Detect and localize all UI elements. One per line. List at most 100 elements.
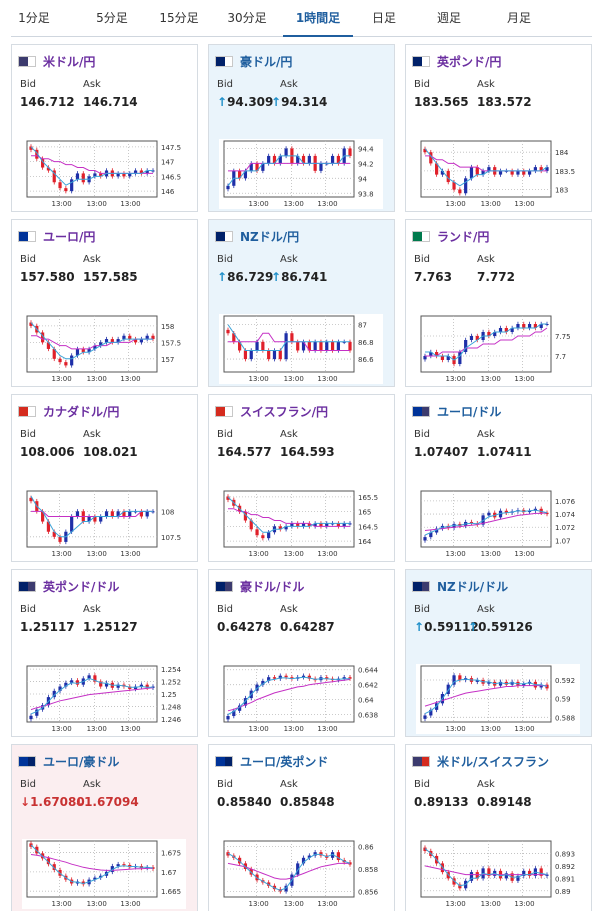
candle-up — [116, 511, 120, 517]
candle-down — [278, 350, 282, 360]
currency-card[interactable]: 英ポンド/ドル Bid Ask 1.25117 1.25127 1.254 1.2… — [11, 569, 198, 737]
bid-label: Bid — [217, 604, 233, 615]
candle-up — [64, 682, 68, 687]
x-tick-label: 13:00 — [481, 200, 501, 208]
pair-name-link[interactable]: 英ポンド/ドル — [43, 579, 120, 594]
tab-1[interactable]: 5分足 — [96, 11, 128, 25]
candle-up — [325, 341, 329, 351]
currency-card[interactable]: カナダドル/円 Bid Ask 108.006 108.021 108 107.5… — [11, 394, 198, 562]
pair-name-link[interactable]: ユーロ/円 — [43, 229, 96, 244]
tab-6[interactable]: 週足 — [436, 11, 461, 25]
pair-name-link[interactable]: NZドル/円 — [240, 229, 300, 244]
bid-label: Bid — [20, 429, 36, 440]
card-header: 米ドル/スイスフラン — [412, 753, 549, 769]
candle-down — [272, 155, 277, 164]
y-tick-label: 0.89 — [555, 888, 571, 896]
candle-up — [307, 155, 311, 164]
candle-up — [435, 528, 439, 533]
x-tick-label: 13:00 — [514, 900, 534, 908]
currency-card[interactable]: スイスフラン/円 Bid Ask 164.577 164.593 165.5 16… — [208, 394, 395, 562]
currency-card[interactable]: 英ポンド/円 Bid Ask 183.565 183.572 184 183.5 1… — [405, 44, 592, 212]
card-header: 英ポンド/円 — [412, 53, 501, 69]
currency-card[interactable]: 米ドル/円 Bid Ask 146.712 146.714 147.5 147 14… — [11, 44, 198, 212]
currency-card[interactable]: ユーロ/円 Bid Ask 157.580 157.585 158 157.5 15… — [11, 219, 198, 387]
candle-up — [464, 178, 468, 194]
candle-down — [487, 332, 491, 336]
tab-7[interactable]: 月足 — [506, 11, 531, 25]
x-tick-label: 13:00 — [317, 375, 337, 383]
candle-down — [58, 358, 62, 363]
currency-card[interactable]: ユーロ/豪ドル Bid Ask ↓1.67080 ↓1.67094 1.675 1… — [11, 744, 198, 911]
up-arrow-icon: ↑ — [468, 620, 479, 634]
y-tick-label: 165.5 — [358, 494, 378, 502]
candle-up — [342, 341, 346, 343]
candle-up — [29, 715, 33, 720]
pair-name-link[interactable]: ユーロ/英ポンド — [240, 754, 329, 769]
bid-label: Bid — [20, 779, 36, 790]
x-tick-label: 13:00 — [481, 375, 501, 383]
x-tick-label: 13:00 — [317, 900, 337, 908]
tab-4[interactable]: 1時間足 — [283, 0, 353, 37]
pair-name-link[interactable]: カナダドル/円 — [43, 404, 120, 419]
ma-slow-line — [227, 678, 351, 712]
pair-name-link[interactable]: 英ポンド/円 — [437, 54, 502, 69]
pair-name-link[interactable]: 豪ドル/円 — [240, 54, 293, 69]
candle-up — [145, 335, 149, 340]
candle-up — [301, 523, 306, 527]
candle-up — [423, 356, 427, 360]
tab-0[interactable]: 1分足 — [18, 11, 50, 25]
currency-card[interactable]: NZドル/ドル Bid Ask ↑0.59112 ↑0.59126 0.592 0… — [405, 569, 592, 737]
pair-name-link[interactable]: 米ドル/円 — [43, 54, 96, 69]
candle-up — [70, 516, 74, 532]
candle-down — [41, 511, 45, 522]
candle-up — [464, 340, 468, 352]
pair-name-link[interactable]: 米ドル/スイスフラン — [437, 754, 550, 769]
plot-frame — [223, 315, 355, 373]
pair-name-link[interactable]: NZドル/ドル — [437, 579, 509, 594]
pair-name-link[interactable]: ユーロ/豪ドル — [43, 754, 120, 769]
candle-up — [516, 170, 520, 175]
x-tick-label: 13:00 — [87, 550, 107, 558]
y-tick-label: 1.67 — [161, 869, 177, 877]
ask-value: ↑0.59126 — [468, 620, 533, 634]
candle-down — [423, 847, 427, 851]
candle-down — [41, 158, 45, 168]
candle-up — [116, 339, 120, 343]
card-header: 英ポンド/ドル — [18, 578, 119, 594]
currency-card[interactable]: 豪ドル/ドル Bid Ask 0.64278 0.64287 0.644 0.64… — [208, 569, 395, 737]
pair-name-link[interactable]: スイスフラン/円 — [240, 404, 329, 419]
ma-slow-line — [31, 510, 153, 517]
currency-card[interactable]: ユーロ/ドル Bid Ask 1.07407 1.07411 1.076 1.07… — [405, 394, 592, 562]
tab-5[interactable]: 日足 — [371, 11, 396, 25]
candle-down — [139, 511, 143, 517]
ch-jp-flag-icon — [215, 405, 233, 417]
pair-name-link[interactable]: ランド/円 — [437, 229, 490, 244]
pair-name-link[interactable]: 豪ドル/ドル — [240, 579, 305, 594]
candle-down — [475, 336, 479, 340]
currency-card[interactable]: 米ドル/スイスフラン Bid Ask 0.89133 0.89148 0.893… — [405, 744, 592, 911]
y-tick-label: 1.072 — [555, 524, 575, 532]
currency-card[interactable]: NZドル/円 Bid Ask ↑86.729 ↑86.741 87 86.8 86.… — [208, 219, 395, 387]
tab-2[interactable]: 15分足 — [159, 11, 199, 25]
candle-down — [522, 324, 526, 328]
candle-up — [104, 682, 109, 687]
ma-fast-line — [424, 509, 548, 536]
candle-down — [58, 182, 62, 189]
currency-card[interactable]: 豪ドル/円 Bid Ask ↑94.309 ↑94.314 94.4 94.2 94… — [208, 44, 395, 212]
ask-label: Ask — [280, 429, 298, 440]
ma-fast-line — [30, 677, 153, 715]
candle-down — [232, 333, 236, 342]
currency-card[interactable]: ユーロ/英ポンド Bid Ask 0.85840 0.85848 0.86 0.8… — [208, 744, 395, 911]
tab-3[interactable]: 30分足 — [227, 11, 267, 25]
x-tick-label: 13:00 — [120, 550, 140, 558]
gb-us-flag-icon — [18, 580, 36, 592]
candle-up — [522, 683, 526, 686]
ca-jp-flag-icon — [18, 405, 36, 417]
currency-card[interactable]: ランド/円 Bid Ask 7.763 7.772 7.75 7.7 13:00 13… — [405, 219, 592, 387]
pair-name-link[interactable]: ユーロ/ドル — [437, 404, 502, 419]
x-tick-label: 13:00 — [284, 900, 304, 908]
candle-down — [243, 350, 248, 360]
candle-up — [99, 342, 103, 346]
candle-down — [522, 170, 526, 175]
candle-down — [122, 173, 126, 177]
